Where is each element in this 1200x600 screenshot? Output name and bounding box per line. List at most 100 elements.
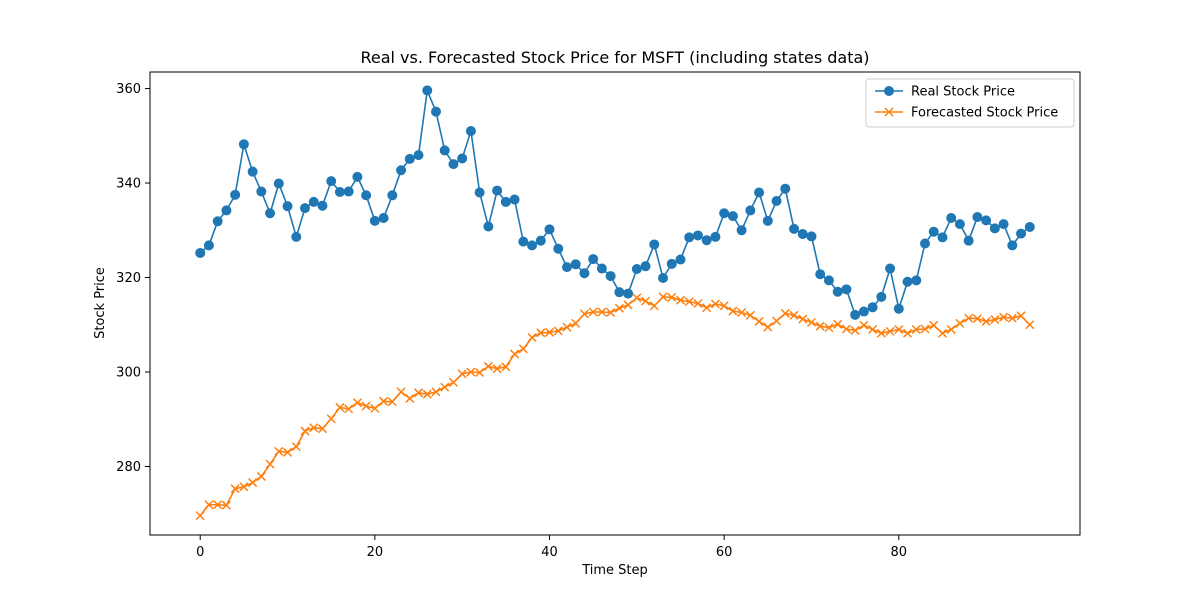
data-point xyxy=(937,232,948,243)
data-point xyxy=(203,240,214,251)
legend-marker xyxy=(884,86,894,96)
data-point xyxy=(684,297,694,307)
data-point xyxy=(300,203,310,214)
data-point xyxy=(308,196,319,207)
data-point xyxy=(737,307,747,318)
data-point xyxy=(579,268,590,279)
data-point xyxy=(413,388,424,398)
data-point xyxy=(693,298,703,309)
data-point xyxy=(692,230,703,241)
data-point xyxy=(562,322,572,332)
data-point xyxy=(475,367,485,378)
x-tick-label: 0 xyxy=(196,545,204,560)
data-point xyxy=(710,231,721,242)
data-point xyxy=(675,295,686,305)
data-point xyxy=(972,212,983,223)
data-point xyxy=(221,205,232,216)
data-point xyxy=(230,189,241,200)
data-point xyxy=(282,201,293,212)
data-point xyxy=(544,327,555,337)
data-point xyxy=(335,402,345,412)
x-tick-label: 40 xyxy=(541,545,558,560)
data-point xyxy=(448,377,458,387)
data-point xyxy=(571,318,581,328)
data-point xyxy=(824,323,834,333)
data-point xyxy=(448,159,459,170)
data-point xyxy=(248,478,258,488)
data-point xyxy=(964,313,974,323)
data-point xyxy=(614,287,625,298)
data-point xyxy=(640,261,651,272)
data-point xyxy=(876,291,887,302)
data-point xyxy=(588,254,599,265)
data-point xyxy=(649,239,660,250)
data-point xyxy=(623,288,634,299)
data-point xyxy=(457,153,468,164)
data-point xyxy=(212,216,223,227)
data-point xyxy=(309,423,319,433)
data-point xyxy=(728,306,738,316)
y-axis-title: Stock Price xyxy=(93,267,108,339)
data-point xyxy=(885,326,895,336)
data-point xyxy=(981,316,991,326)
data-point xyxy=(666,258,677,269)
data-point xyxy=(378,212,389,223)
data-point xyxy=(597,307,607,317)
data-point xyxy=(614,303,624,313)
data-point xyxy=(361,190,372,201)
data-point xyxy=(588,307,598,317)
y-tick-label: 340 xyxy=(116,177,141,192)
data-point xyxy=(920,238,930,249)
data-point xyxy=(300,426,310,436)
y-tick-label: 360 xyxy=(116,82,141,97)
series-2 xyxy=(195,292,1035,521)
data-point xyxy=(667,292,677,302)
data-point xyxy=(466,367,476,377)
y-tick-label: 280 xyxy=(116,460,141,475)
data-point xyxy=(457,369,467,379)
data-point xyxy=(928,226,939,237)
data-point xyxy=(815,321,825,331)
data-point xyxy=(317,200,328,211)
data-point xyxy=(553,243,564,254)
data-point xyxy=(527,332,537,343)
data-point xyxy=(754,316,764,326)
legend: Real Stock Price Forecasted Stock Price xyxy=(865,78,1075,128)
data-point xyxy=(352,171,363,182)
data-point xyxy=(798,314,808,324)
data-point xyxy=(867,302,878,313)
data-point xyxy=(631,264,642,275)
y-tick-label: 300 xyxy=(116,366,141,381)
data-point xyxy=(370,403,380,413)
data-point xyxy=(649,301,659,311)
data-point xyxy=(701,235,712,246)
data-point xyxy=(535,235,546,246)
data-point xyxy=(483,361,493,371)
data-point xyxy=(885,263,896,274)
chart-title: Real vs. Forecasted Stock Price for MSFT… xyxy=(360,48,869,67)
data-point xyxy=(702,303,712,313)
data-point xyxy=(221,500,231,510)
data-point xyxy=(1024,221,1035,232)
legend-box xyxy=(865,78,1075,128)
data-point xyxy=(1016,228,1027,239)
data-point xyxy=(998,219,1009,230)
data-point xyxy=(736,225,747,236)
series-layer xyxy=(195,85,1035,521)
data-point xyxy=(658,292,668,302)
x-axis-title: Time Step xyxy=(581,563,648,578)
data-point xyxy=(369,215,380,226)
data-point xyxy=(500,196,511,207)
data-point xyxy=(256,471,266,481)
data-point xyxy=(632,293,642,303)
y-axis-ticks: 280 300 320 340 360 xyxy=(116,82,150,475)
data-point xyxy=(823,275,834,286)
data-point xyxy=(762,215,773,226)
plot-area xyxy=(149,71,1081,536)
data-point xyxy=(675,254,686,265)
data-point xyxy=(291,442,301,452)
data-point xyxy=(579,309,589,319)
data-point xyxy=(946,324,956,335)
data-point xyxy=(981,215,992,226)
